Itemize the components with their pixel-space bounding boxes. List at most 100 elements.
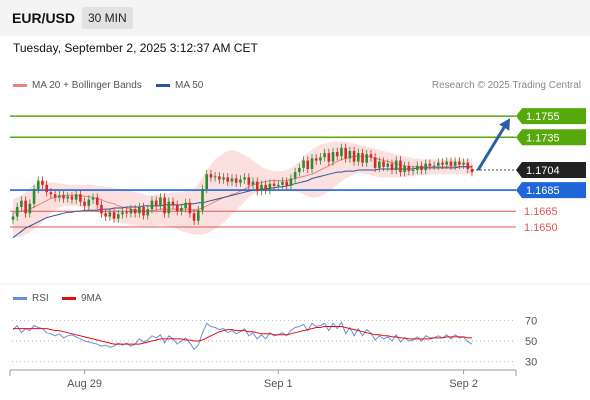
level-tag-1.1735: [516, 129, 586, 146]
candle: [146, 204, 150, 220]
header-bar: EUR/USD 30 MIN: [0, 0, 590, 36]
candle: [175, 200, 179, 216]
candle: [125, 208, 129, 218]
candle: [407, 161, 411, 176]
candle-body: [159, 197, 162, 206]
candle-body: [335, 152, 339, 157]
candle: [327, 148, 331, 166]
level-label-1.1735: 1.1735: [526, 132, 560, 144]
candle: [184, 198, 187, 213]
candle-body: [361, 153, 364, 163]
candle: [411, 165, 415, 176]
candle-body: [293, 172, 297, 179]
candle-body: [209, 174, 213, 178]
candle-body: [268, 183, 272, 191]
legend-ma50: MA 50: [156, 80, 203, 91]
candle-body: [441, 162, 444, 165]
candle: [222, 173, 225, 184]
candle-body: [432, 165, 436, 167]
candle-body: [239, 179, 242, 183]
level-label-1.1650: 1.1650: [524, 222, 558, 234]
candle: [188, 198, 192, 218]
candle: [28, 199, 32, 218]
timeframe-button[interactable]: 30 MIN: [82, 7, 133, 29]
candle: [62, 191, 65, 203]
ma9-swatch: [62, 297, 76, 300]
candle: [310, 154, 314, 174]
candle: [344, 143, 347, 163]
candle: [100, 200, 103, 218]
candle: [323, 148, 326, 162]
candle: [306, 156, 310, 174]
candle: [154, 196, 158, 211]
candle: [276, 180, 280, 191]
candle: [209, 170, 213, 182]
level-label-1.1685: 1.1685: [526, 185, 560, 197]
candle-body: [272, 183, 276, 186]
candle: [441, 158, 444, 169]
candle: [466, 158, 470, 174]
candle: [390, 159, 394, 175]
candle-body: [382, 161, 385, 167]
candle: [298, 163, 301, 177]
candle-body: [348, 150, 352, 159]
candle-body: [466, 162, 470, 169]
candle-body: [234, 178, 238, 183]
forecast-arrow-line: [476, 123, 508, 171]
candle: [87, 195, 91, 211]
candle-body: [150, 200, 154, 210]
candle-body: [41, 180, 44, 185]
candle: [470, 164, 474, 177]
candle: [163, 193, 166, 218]
candle-body: [133, 209, 137, 214]
candle-body: [11, 216, 15, 220]
candle-body: [116, 214, 120, 219]
candle-body: [378, 161, 381, 168]
candle-body: [218, 176, 221, 180]
candle-body: [449, 161, 453, 166]
forecast-arrow-head: [499, 118, 510, 131]
candle-body: [87, 199, 91, 206]
candle: [356, 148, 360, 166]
candle-body: [255, 181, 259, 192]
candle-body: [15, 206, 19, 217]
candle: [340, 143, 343, 161]
candle: [268, 179, 272, 195]
candle-body: [369, 154, 373, 158]
candle-body: [260, 184, 263, 192]
candle: [251, 177, 255, 190]
ma50-swatch: [156, 84, 170, 87]
candle: [70, 192, 74, 204]
rsi-ma-line: [13, 326, 472, 345]
candle-body: [58, 195, 61, 198]
candle: [15, 202, 19, 221]
candle: [91, 193, 95, 204]
symbol-label: EUR/USD: [12, 10, 76, 26]
candle-body: [138, 206, 141, 214]
candle-body: [146, 209, 150, 216]
candle: [83, 197, 86, 211]
candle-body: [171, 201, 175, 205]
candle-body: [453, 161, 457, 166]
candle-body: [142, 206, 145, 216]
candle-body: [163, 197, 166, 214]
candle: [255, 177, 259, 196]
candle: [11, 212, 15, 224]
ma20-label: MA 20 + Bollinger Bands: [32, 80, 142, 91]
candle-body: [121, 212, 124, 215]
candle: [49, 187, 53, 199]
candle-body: [403, 165, 406, 173]
candle-body: [108, 212, 112, 217]
level-label-1.1755: 1.1755: [526, 111, 560, 123]
candle-body: [352, 150, 356, 162]
candle: [196, 205, 200, 225]
ma9-label: 9MA: [81, 293, 102, 304]
candle-body: [213, 176, 217, 178]
candle: [348, 146, 352, 163]
candle: [32, 184, 36, 209]
candle: [74, 190, 78, 204]
candle: [260, 180, 263, 196]
candle-body: [129, 209, 133, 214]
candle-body: [462, 162, 465, 165]
